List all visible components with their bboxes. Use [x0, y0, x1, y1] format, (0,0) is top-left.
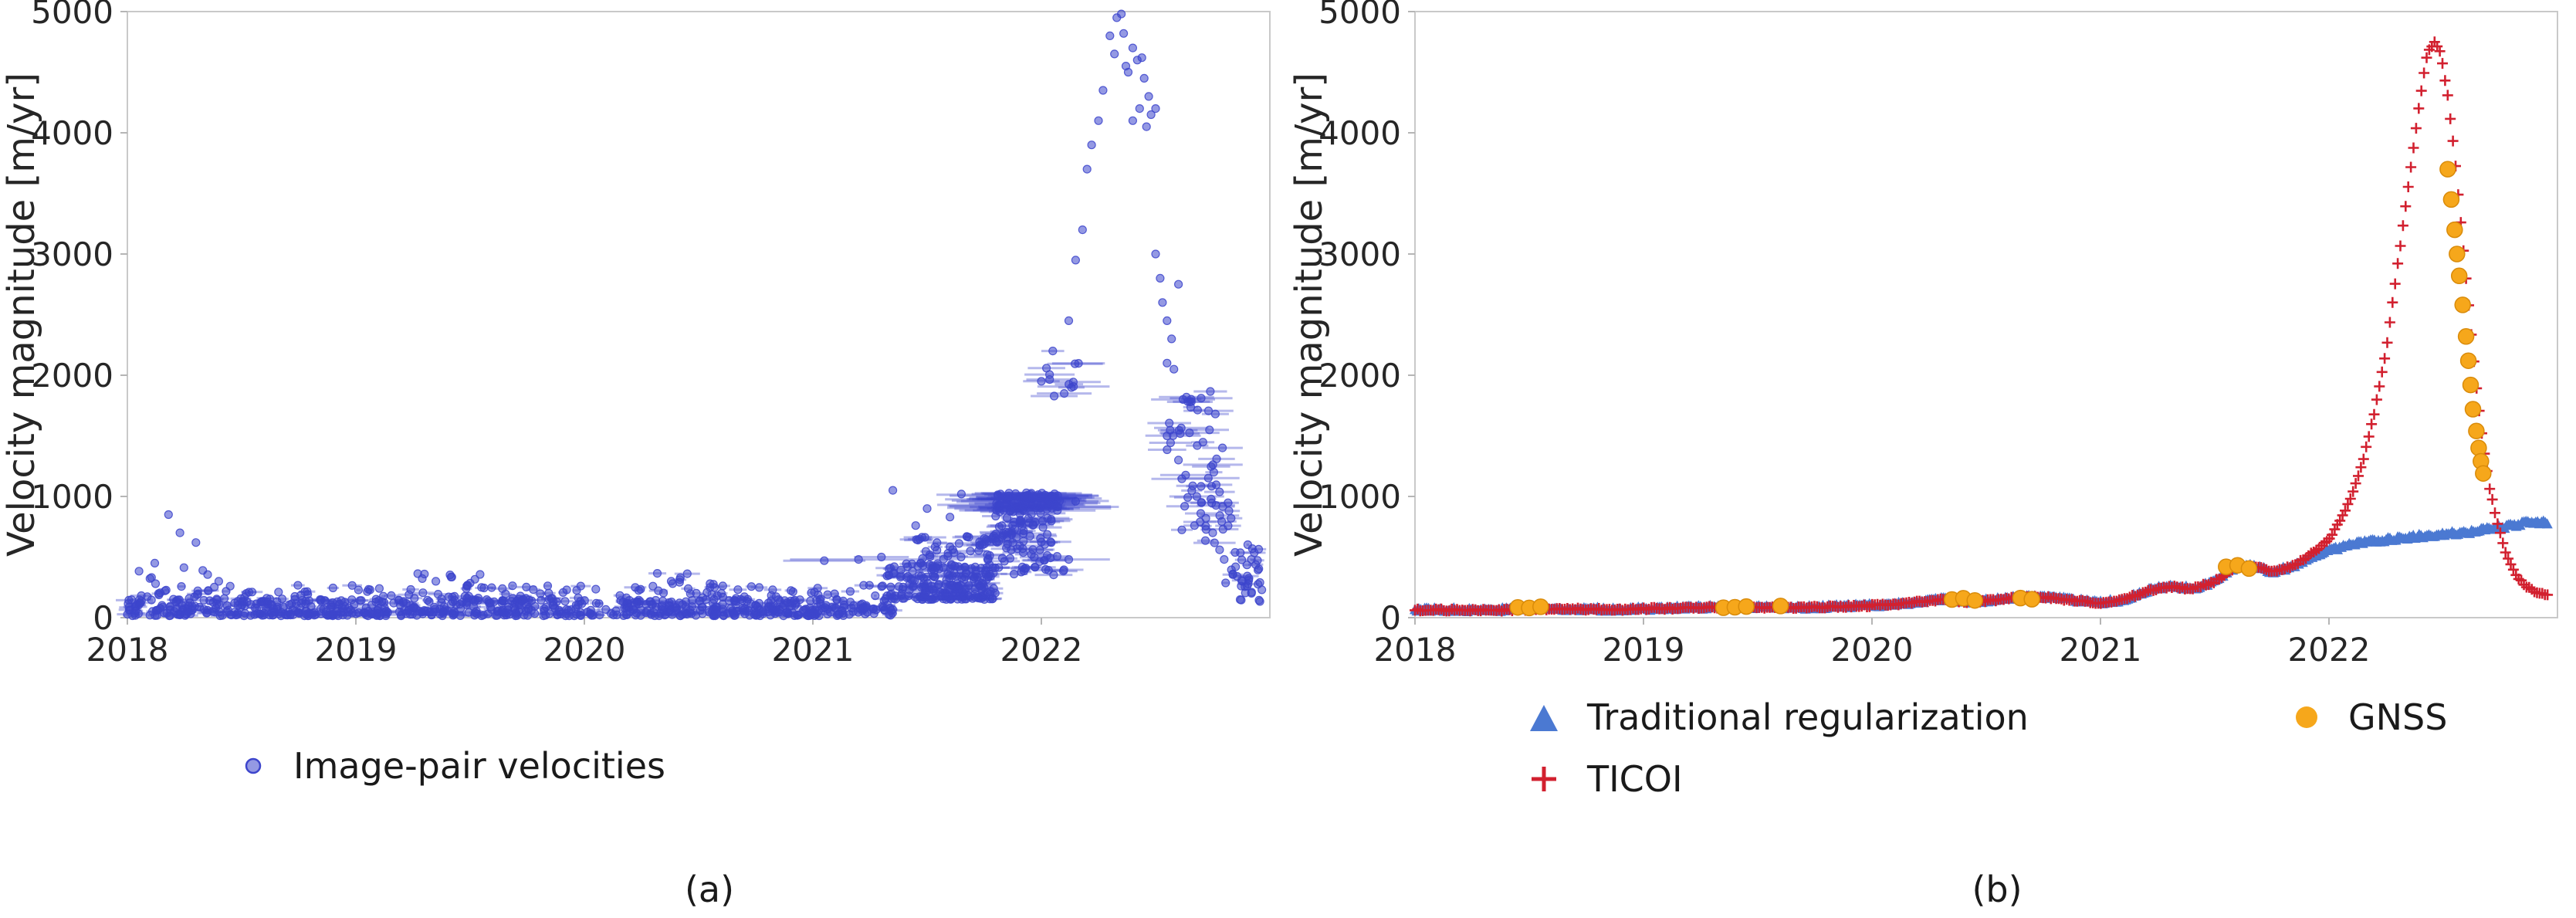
svg-text:0: 0: [93, 599, 113, 637]
svg-text:5000: 5000: [1318, 0, 1401, 31]
svg-text:3000: 3000: [31, 235, 113, 273]
gnss-marker-icon: [2296, 706, 2317, 728]
legend-item-ticoi: TICOI: [1527, 758, 2291, 800]
svg-text:2021: 2021: [2060, 631, 2142, 669]
panel-b: 2018 2019 2020 2021 2022 0 1000 2000 3000 4000 500…: [1288, 0, 2575, 918]
legend-label-traditional: Traditional regularization: [1587, 696, 2029, 738]
svg-text:Velocity magnitude [m/yr]: Velocity magnitude [m/yr]: [0, 73, 43, 557]
legend-item-image-pair: Image-pair velocities: [239, 745, 665, 787]
legend-label-gnss: GNSS: [2348, 696, 2448, 738]
svg-text:Velocity magnitude [m/yr]: Velocity magnitude [m/yr]: [1288, 73, 1331, 557]
legend-item-traditional: Traditional regularization: [1527, 696, 2291, 738]
svg-text:5000: 5000: [31, 0, 113, 31]
legend-label-ticoi: TICOI: [1587, 758, 1683, 800]
chart-b-plot: 2018 2019 2020 2021 2022 0 1000 2000 3000 4000 500…: [1288, 0, 2558, 669]
chart-a-legend: Image-pair velocities: [0, 745, 1288, 787]
legend-label-image-pair: Image-pair velocities: [293, 745, 665, 787]
svg-text:1000: 1000: [31, 478, 113, 516]
image-pair-marker-icon: [245, 757, 262, 774]
svg-text:2018: 2018: [1374, 631, 1457, 669]
svg-text:2022: 2022: [1000, 631, 1083, 669]
svg-text:2019: 2019: [315, 631, 398, 669]
svg-text:2000: 2000: [1318, 357, 1401, 395]
chart-a-plot: 2018 2019 2020 2021 2022 0 1000 2000 3000 4000 500…: [0, 0, 1271, 669]
svg-text:3000: 3000: [1318, 235, 1401, 273]
legend-item-gnss: GNSS: [2291, 696, 2575, 738]
svg-text:4000: 4000: [1318, 114, 1401, 152]
chart-b-legend: Traditional regularization GNSS TICOI: [1288, 696, 2575, 800]
svg-text:0: 0: [1380, 599, 1401, 637]
svg-text:2018: 2018: [86, 631, 169, 669]
ticoi-marker-icon: [1532, 767, 1556, 791]
svg-text:4000: 4000: [31, 114, 113, 152]
svg-text:2019: 2019: [1603, 631, 1685, 669]
caption-a: (a): [684, 869, 735, 910]
svg-text:1000: 1000: [1318, 478, 1401, 516]
traditional-marker-icon: [1530, 705, 1558, 731]
svg-text:2021: 2021: [772, 631, 855, 669]
svg-text:2020: 2020: [543, 631, 626, 669]
caption-b: (b): [1972, 869, 2023, 910]
panel-a: 2018 2019 2020 2021 2022 0 1000 2000 3000 4000 500…: [0, 0, 1288, 910]
svg-text:2020: 2020: [1831, 631, 1914, 669]
svg-text:2000: 2000: [31, 357, 113, 395]
svg-text:2022: 2022: [2288, 631, 2371, 669]
